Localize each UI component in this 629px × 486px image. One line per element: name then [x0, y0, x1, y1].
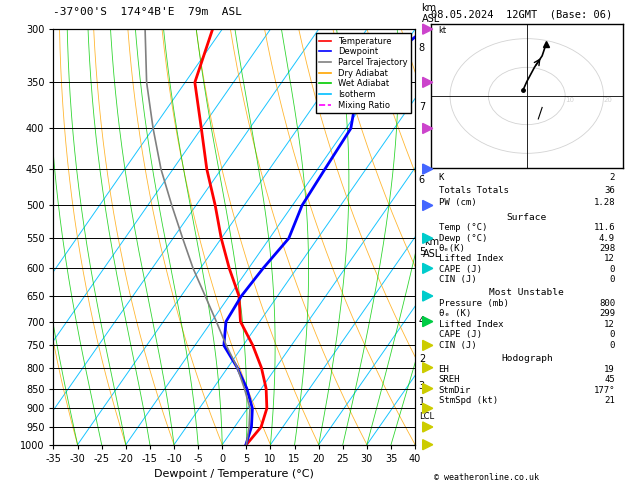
- Text: 0: 0: [610, 341, 615, 349]
- Text: Most Unstable: Most Unstable: [489, 289, 564, 297]
- Text: 298: 298: [599, 244, 615, 253]
- Text: Temp (°C): Temp (°C): [438, 224, 487, 232]
- Text: km
ASL: km ASL: [421, 3, 440, 24]
- Text: 0: 0: [610, 330, 615, 339]
- Text: © weatheronline.co.uk: © weatheronline.co.uk: [434, 473, 539, 482]
- Text: 8: 8: [419, 43, 425, 53]
- Text: 20: 20: [604, 97, 613, 103]
- Text: 4.9: 4.9: [599, 234, 615, 243]
- Text: 21: 21: [604, 397, 615, 405]
- Text: 1.28: 1.28: [594, 198, 615, 207]
- Text: Dewp (°C): Dewp (°C): [438, 234, 487, 243]
- Text: Lifted Index: Lifted Index: [438, 254, 503, 263]
- Text: 7: 7: [419, 102, 425, 112]
- Text: 12: 12: [604, 254, 615, 263]
- Text: 08.05.2024  12GMT  (Base: 06): 08.05.2024 12GMT (Base: 06): [431, 9, 612, 19]
- Text: Pressure (mb): Pressure (mb): [438, 299, 508, 308]
- Text: PW (cm): PW (cm): [438, 198, 476, 207]
- Text: 6: 6: [419, 174, 425, 185]
- Text: kt: kt: [438, 26, 447, 35]
- Text: 177°: 177°: [594, 386, 615, 395]
- Text: 45: 45: [604, 375, 615, 384]
- Text: 4: 4: [419, 316, 425, 326]
- Text: Hodograph: Hodograph: [501, 354, 553, 363]
- Text: 2: 2: [610, 173, 615, 182]
- Text: 12: 12: [604, 320, 615, 329]
- Text: 36: 36: [604, 186, 615, 194]
- Text: StmDir: StmDir: [438, 386, 470, 395]
- Text: 299: 299: [599, 309, 615, 318]
- Legend: Temperature, Dewpoint, Parcel Trajectory, Dry Adiabat, Wet Adiabat, Isotherm, Mi: Temperature, Dewpoint, Parcel Trajectory…: [316, 34, 411, 113]
- Text: Lifted Index: Lifted Index: [438, 320, 503, 329]
- X-axis label: Dewpoint / Temperature (°C): Dewpoint / Temperature (°C): [154, 469, 314, 479]
- Text: Totals Totals: Totals Totals: [438, 186, 508, 194]
- Text: LCL: LCL: [419, 412, 434, 421]
- Text: 0: 0: [610, 275, 615, 284]
- Text: 2: 2: [419, 354, 425, 364]
- Text: 0: 0: [610, 265, 615, 274]
- Text: CAPE (J): CAPE (J): [438, 330, 482, 339]
- Text: StmSpd (kt): StmSpd (kt): [438, 397, 498, 405]
- Text: SREH: SREH: [438, 375, 460, 384]
- Text: Surface: Surface: [507, 213, 547, 222]
- Text: CIN (J): CIN (J): [438, 341, 476, 349]
- Text: EH: EH: [438, 364, 449, 374]
- Text: 19: 19: [604, 364, 615, 374]
- Text: θₑ (K): θₑ (K): [438, 309, 470, 318]
- Text: 800: 800: [599, 299, 615, 308]
- Text: K: K: [438, 173, 444, 182]
- Y-axis label: km
ASL: km ASL: [423, 237, 441, 259]
- Text: 3: 3: [419, 381, 425, 391]
- Text: 10: 10: [565, 97, 574, 103]
- Text: 1: 1: [419, 397, 425, 407]
- Text: -37°00'S  174°4B'E  79m  ASL: -37°00'S 174°4B'E 79m ASL: [53, 7, 242, 17]
- Text: θₑ(K): θₑ(K): [438, 244, 465, 253]
- Text: CAPE (J): CAPE (J): [438, 265, 482, 274]
- Text: CIN (J): CIN (J): [438, 275, 476, 284]
- Text: 5: 5: [419, 247, 425, 257]
- Text: 11.6: 11.6: [594, 224, 615, 232]
